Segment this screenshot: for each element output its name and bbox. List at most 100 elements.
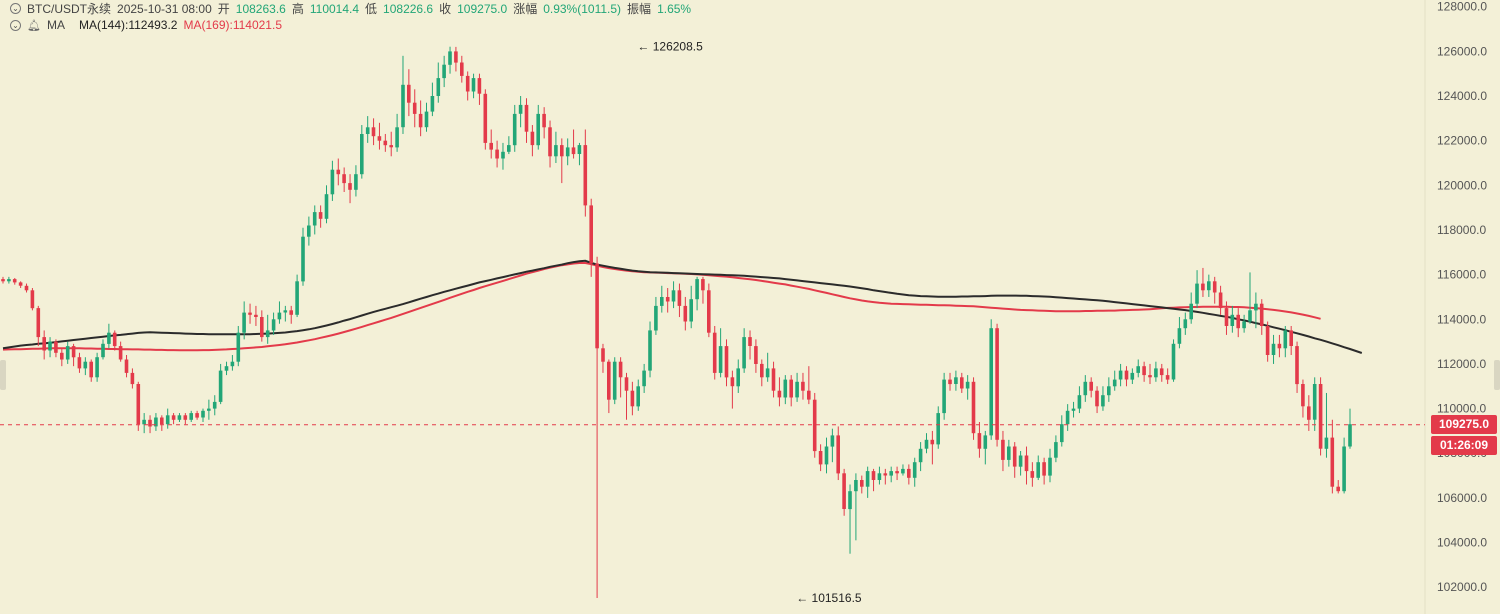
- candle-body: [554, 145, 558, 157]
- candle: [936, 406, 940, 449]
- amplitude-value: 1.65%: [657, 1, 692, 16]
- candle-body: [742, 337, 746, 369]
- candle: [448, 46, 452, 74]
- candle-body: [365, 127, 370, 134]
- candle: [760, 359, 764, 387]
- symbol-label[interactable]: BTC/USDT永续: [27, 2, 112, 16]
- candle-body: [412, 102, 417, 114]
- candle-body: [1277, 343, 1282, 349]
- candle: [995, 323, 999, 447]
- candle-body: [783, 379, 788, 398]
- y-tick-label: 120000.0: [1437, 178, 1487, 192]
- candle: [1089, 377, 1093, 398]
- candle: [883, 468, 888, 485]
- candle-body: [877, 473, 882, 480]
- candle: [371, 118, 376, 146]
- candle-body: [1183, 319, 1188, 329]
- candle-body: [207, 408, 211, 411]
- candle-body: [618, 361, 623, 378]
- candle: [777, 377, 782, 407]
- candle: [471, 73, 476, 99]
- candle: [1042, 457, 1046, 485]
- candle: [54, 339, 58, 358]
- candle: [1183, 312, 1188, 335]
- candle-body: [142, 419, 146, 425]
- left-scroll-handle[interactable]: [0, 360, 6, 390]
- candle: [701, 276, 705, 304]
- candle: [354, 165, 358, 197]
- candle: [607, 359, 611, 414]
- candle: [283, 305, 288, 322]
- candle-body: [1083, 381, 1088, 396]
- chevron-down-icon[interactable]: ⌄: [10, 19, 21, 31]
- candle-body: [89, 361, 93, 378]
- change-value: 0.93%(1011.5): [543, 1, 622, 16]
- candle: [960, 372, 964, 393]
- candle-body: [1212, 281, 1217, 293]
- candle-body: [654, 305, 658, 331]
- candle: [295, 274, 299, 318]
- candle: [130, 368, 135, 389]
- candle: [1336, 480, 1340, 494]
- candle: [407, 69, 411, 117]
- candle: [1, 276, 5, 284]
- candle: [1289, 325, 1293, 356]
- candle: [77, 352, 82, 373]
- moving-averages: [2, 259, 1363, 354]
- candle-body: [1348, 424, 1352, 447]
- candle-body: [83, 361, 88, 369]
- candle: [695, 276, 699, 311]
- candle-body: [724, 346, 729, 378]
- candle: [348, 174, 352, 204]
- candle: [536, 104, 540, 150]
- candle-body: [448, 51, 452, 65]
- candle: [842, 468, 846, 516]
- candle: [1101, 386, 1105, 411]
- candle-body: [307, 225, 311, 237]
- candle-body: [777, 390, 782, 398]
- candle: [107, 323, 111, 349]
- candle-body: [218, 370, 223, 402]
- candle: [1030, 462, 1035, 487]
- candle: [654, 296, 658, 335]
- candle-body: [1112, 379, 1117, 387]
- candle: [1283, 325, 1288, 358]
- candle: [501, 142, 505, 170]
- candle-body: [436, 78, 441, 96]
- candle-body: [42, 337, 46, 351]
- candle: [436, 62, 441, 103]
- candle: [1230, 305, 1235, 333]
- ma-label[interactable]: MA: [46, 18, 65, 32]
- candle-countdown-badge: 01:26:09: [1431, 435, 1497, 455]
- candle: [412, 89, 417, 128]
- candle-body: [1095, 390, 1099, 407]
- bell-icon[interactable]: 🔔︎: [27, 19, 41, 32]
- candle: [95, 352, 99, 382]
- candle: [377, 122, 382, 150]
- candle: [1189, 292, 1193, 324]
- candle-body: [1118, 370, 1123, 380]
- candle: [577, 142, 582, 166]
- candle-body: [389, 145, 393, 148]
- candle: [877, 466, 882, 485]
- candle: [1095, 386, 1099, 414]
- candle: [1201, 267, 1205, 297]
- low-label: 低: [365, 2, 378, 16]
- candle-body: [524, 104, 529, 132]
- y-tick-label: 126000.0: [1437, 44, 1487, 58]
- chevron-down-icon[interactable]: ⌄: [10, 3, 21, 14]
- candle-body: [7, 279, 11, 282]
- candle: [1271, 334, 1276, 364]
- candle-body: [1342, 446, 1346, 492]
- candle-body: [1307, 406, 1311, 420]
- candle-body: [707, 290, 711, 333]
- right-scroll-handle[interactable]: [1494, 360, 1500, 390]
- candle: [401, 55, 405, 134]
- candle-body: [848, 491, 852, 510]
- candle-body: [895, 471, 899, 474]
- candle-body: [330, 169, 335, 195]
- current-price-badge: 109275.0: [1431, 414, 1497, 434]
- candle-body: [483, 93, 488, 143]
